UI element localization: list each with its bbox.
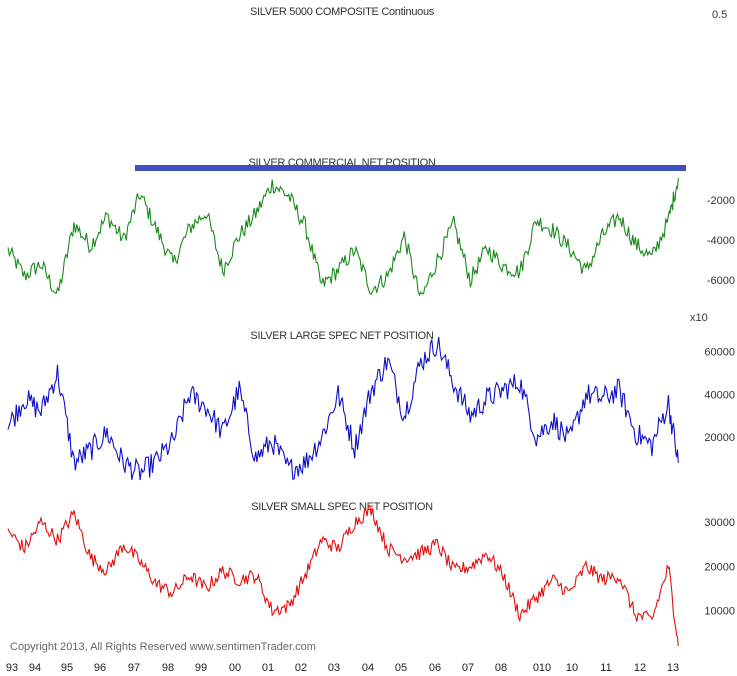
composite-tick-label: 0.5 xyxy=(712,9,727,21)
x-tick-label: 05 xyxy=(395,662,407,674)
commercial-unit-label: x10 xyxy=(690,312,708,324)
x-tick-label: 11 xyxy=(600,662,611,674)
commercial-y-tick-label: -2000 xyxy=(707,195,735,207)
x-tick-label: 97 xyxy=(128,662,140,674)
x-tick-label: 04 xyxy=(362,662,374,674)
large-spec-y-tick-label: 20000 xyxy=(704,432,735,444)
small-spec-y-tick-label: 20000 xyxy=(704,561,735,573)
x-tick-label: 07 xyxy=(462,662,474,674)
large-spec-title: SILVER LARGE SPEC NET POSITION xyxy=(250,330,434,342)
x-tick-label: 010 xyxy=(533,662,551,674)
x-tick-label: 12 xyxy=(634,662,646,674)
x-tick-label: 03 xyxy=(328,662,340,674)
x-tick-label: 98 xyxy=(162,662,174,674)
large-spec-series-line xyxy=(7,336,679,481)
small-spec-series-line xyxy=(7,504,679,647)
small-spec-y-tick-label: 10000 xyxy=(704,606,735,618)
copyright-notice: Copyright 2013, All Rights Reserved www.… xyxy=(10,641,316,653)
composite-title: SILVER 5000 COMPOSITE Continuous xyxy=(250,6,435,18)
commercial-net-position-plot: -2000 -4000 -6000 xyxy=(7,165,735,297)
x-tick-label: 08 xyxy=(495,662,507,674)
x-tick-label: 10 xyxy=(566,662,578,674)
large-spec-net-position-plot: 60000 40000 20000 xyxy=(7,336,735,481)
x-tick-label: 01 xyxy=(262,662,274,674)
small-spec-net-position-plot: 30000 20000 10000 xyxy=(7,504,735,647)
x-tick-label: 93 xyxy=(6,662,18,674)
x-tick-label: 99 xyxy=(195,662,207,674)
x-tick-label: 95 xyxy=(61,662,73,674)
commercial-series-line xyxy=(7,177,679,297)
large-spec-y-tick-label: 60000 xyxy=(704,346,735,358)
x-tick-label: 06 xyxy=(429,662,441,674)
commercial-y-tick-label: -4000 xyxy=(707,235,735,247)
x-tick-label: 96 xyxy=(94,662,106,674)
commercial-y-tick-label: -6000 xyxy=(707,275,735,287)
x-tick-label: 00 xyxy=(229,662,241,674)
x-tick-label: 13 xyxy=(667,662,679,674)
x-tick-label: 94 xyxy=(29,662,41,674)
small-spec-title: SILVER SMALL SPEC NET POSITION xyxy=(251,501,433,513)
x-tick-label: 02 xyxy=(295,662,307,674)
small-spec-y-tick-label: 30000 xyxy=(704,517,735,529)
x-axis: 93 94 95 96 97 98 99 00 01 02 03 04 05 06 07 08 010 10 11 1… xyxy=(6,662,679,674)
large-spec-y-tick-label: 40000 xyxy=(704,389,735,401)
